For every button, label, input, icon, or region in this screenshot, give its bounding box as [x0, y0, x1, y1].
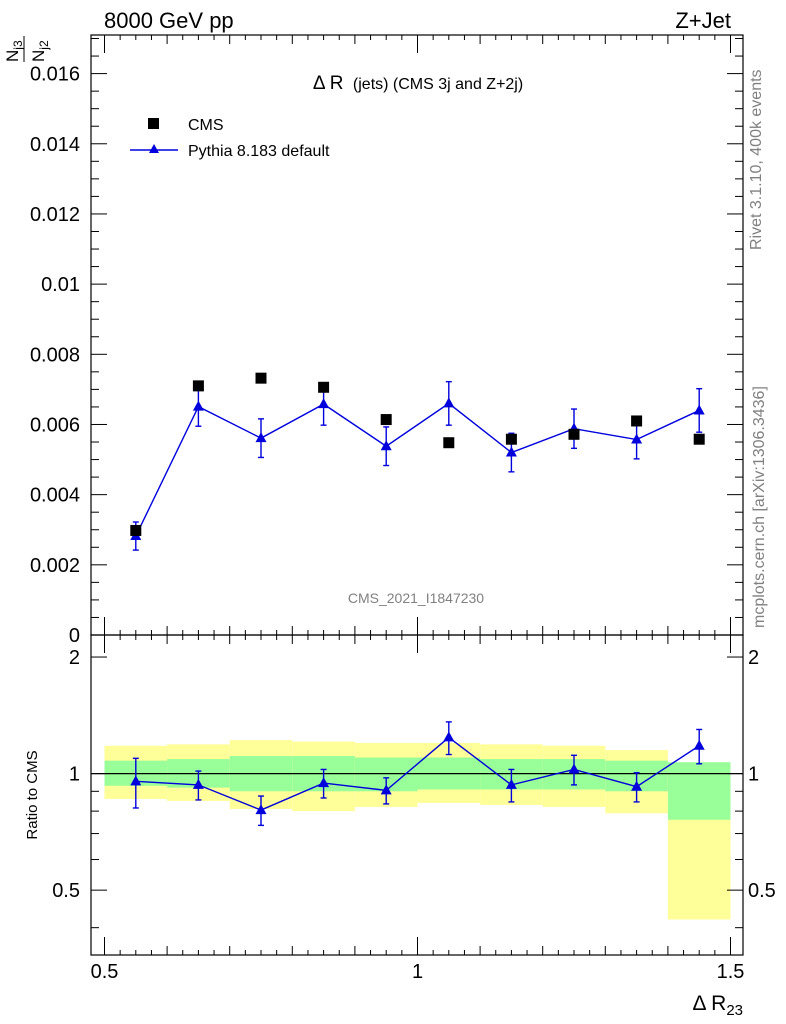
- ratio-axis-ticks: 0.5 0.5 1 1 2 2 0.5 1 1.5: [52, 635, 776, 983]
- ratio-y-tick-label: 0.5: [52, 880, 80, 902]
- ratio-mc-point: [380, 784, 392, 795]
- main-y-tick-label: 0.014: [30, 134, 80, 156]
- ratio-data-layer: [130, 721, 705, 827]
- legend-cms-label: CMS: [188, 117, 224, 134]
- cms-point: [130, 524, 142, 536]
- x-axis-label: Δ R23: [692, 992, 743, 1019]
- ratio-mc-point: [318, 777, 330, 788]
- plot-title-rest: (jets) (CMS 3j and Z+2j): [353, 76, 523, 93]
- main-y-tick-label: 0.01: [41, 274, 80, 296]
- main-y-axis-label: Nj3 Nj2: [3, 36, 51, 62]
- cms-point: [631, 415, 643, 427]
- cms-point: [192, 380, 204, 392]
- ratio-panel: 0.5 0.5 1 1 2 2 0.5 1 1.5 Ratio to CMS: [24, 634, 776, 983]
- cms-point: [443, 437, 455, 449]
- mc-point: [380, 440, 392, 451]
- cms-point: [318, 381, 330, 393]
- plot-title-delta: Δ R: [313, 73, 344, 94]
- main-y-tick-label: 0.008: [30, 344, 80, 366]
- main-data-layer: [130, 372, 705, 551]
- ylabel-numerator: Nj3: [3, 40, 25, 62]
- main-y-tick-label: 0.012: [30, 204, 80, 226]
- main-axis-ticks: 0 0.002 0.004 0.006 0.008 0.01 0.012 0.014 0.016: [30, 35, 743, 647]
- ratio-mc-point: [443, 731, 455, 742]
- main-y-tick-label: 0.004: [30, 485, 80, 507]
- main-y-tick-label: 0.016: [30, 64, 80, 86]
- cms-point: [255, 372, 267, 384]
- rivet-label: Rivet 3.1.10, 400k events: [748, 69, 765, 250]
- x-tick-label: 1: [412, 961, 423, 983]
- ratio-bands: [104, 740, 731, 920]
- mc-point: [443, 397, 455, 408]
- header-left: 8000 GeV pp: [104, 8, 234, 33]
- legend-cms-marker: [148, 118, 159, 129]
- main-y-tick-label: 0.006: [30, 414, 80, 436]
- ratio-y-tick-label: 2: [69, 647, 80, 669]
- ratio-y-tick-label-right: 2: [748, 647, 759, 669]
- main-y-tick-label: 0: [69, 625, 80, 647]
- legend: CMS Pythia 8.183 default: [130, 117, 330, 160]
- mcplots-label: mcplots.cern.ch [arXiv:1306.3436]: [751, 386, 768, 628]
- analysis-watermark: CMS_2021_I1847230: [348, 590, 484, 606]
- ratio-y-axis-label: Ratio to CMS: [24, 750, 41, 839]
- main-y-tick-label: 0.002: [30, 555, 80, 577]
- cms-point: [568, 428, 580, 440]
- main-panel: 0 0.002 0.004 0.006 0.008 0.01 0.012 0.014 0.016…: [3, 34, 744, 647]
- ratio-mc-point: [505, 778, 517, 789]
- legend-mc-label: Pythia 8.183 default: [188, 143, 330, 160]
- mc-point: [693, 404, 705, 415]
- ratio-y-tick-label: 1: [69, 764, 80, 786]
- ratio-mc-point: [631, 780, 643, 791]
- cms-point: [505, 433, 517, 445]
- ylabel-denominator: Nj2: [29, 40, 51, 62]
- ratio-band-inner: [667, 762, 731, 820]
- ratio-mc-point: [568, 763, 580, 774]
- ratio-mc-point: [693, 739, 705, 750]
- mc-series-line: [135, 402, 700, 537]
- ratio-frame: [90, 634, 744, 956]
- mc-point: [192, 400, 204, 411]
- header-right: Z+Jet: [675, 8, 731, 33]
- ratio-mc-point: [192, 778, 204, 789]
- ratio-y-tick-label-right: 1: [748, 764, 759, 786]
- legend-mc-marker: [149, 144, 159, 153]
- cms-point: [380, 414, 392, 426]
- ratio-mc-point: [130, 775, 142, 786]
- x-tick-label: 1.5: [717, 961, 745, 983]
- cms-point: [693, 433, 705, 445]
- mc-point: [505, 446, 517, 457]
- mc-point: [631, 433, 643, 444]
- ratio-mc-point: [255, 804, 267, 815]
- plot-title: Δ R (jets) (CMS 3j and Z+2j): [313, 73, 523, 94]
- mc-point: [255, 432, 267, 443]
- ratio-y-tick-label-right: 0.5: [748, 880, 776, 902]
- x-tick-label: 0.5: [91, 961, 119, 983]
- ratio-mc-line: [135, 736, 700, 811]
- mc-point: [318, 398, 330, 409]
